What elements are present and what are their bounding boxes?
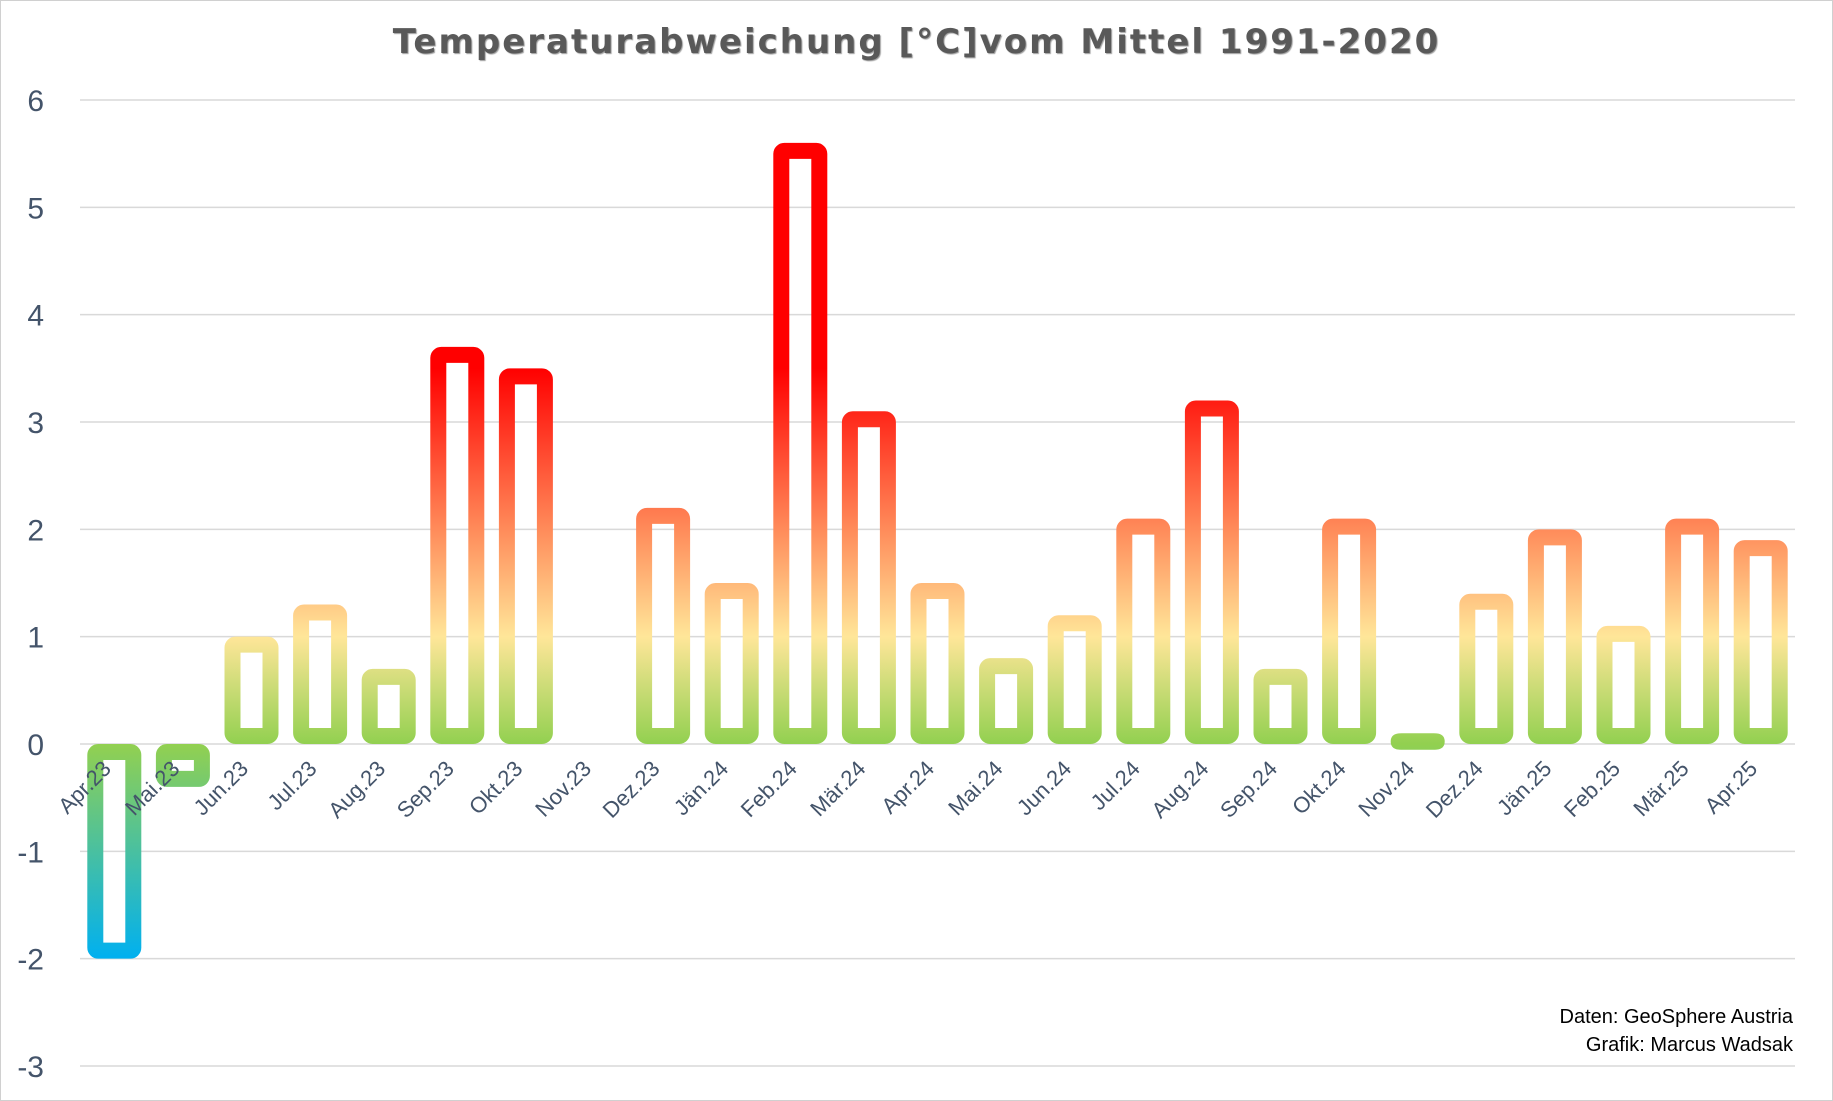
bar [910, 583, 965, 744]
bar [1047, 615, 1102, 745]
bar [1596, 625, 1651, 745]
y-tick-label: -2 [17, 944, 44, 977]
bar [293, 604, 348, 745]
y-tick-label: -1 [17, 836, 44, 869]
bar [1459, 593, 1514, 744]
bars [87, 142, 1788, 959]
x-tick-label: Mär.25 [1628, 756, 1693, 821]
x-tick-label: Apr.24 [876, 756, 939, 819]
x-tick-label: Feb.25 [1559, 756, 1625, 822]
x-tick-label: Sep.23 [392, 756, 459, 823]
x-tick-label: Nov.23 [530, 756, 596, 822]
bar [1322, 518, 1377, 744]
bar [224, 636, 279, 745]
bar [498, 368, 553, 744]
x-tick-label: Jän.24 [669, 756, 733, 820]
bar [1390, 733, 1445, 750]
bar [87, 744, 142, 959]
bar [636, 507, 691, 744]
x-tick-label: Jul.23 [262, 756, 321, 815]
chart-title: Temperaturabweichung [°C]vom Mittel 1991… [392, 22, 1441, 62]
y-tick-label: 5 [27, 192, 44, 225]
x-tick-label: Jän.25 [1492, 756, 1556, 820]
bar [979, 658, 1034, 745]
x-tick-label: Jun.24 [1012, 756, 1076, 820]
y-tick-label: 2 [27, 514, 44, 547]
x-tick-label: Apr.23 [53, 756, 116, 819]
x-tick-label: Aug.24 [1146, 756, 1213, 823]
y-tick-label: 0 [27, 729, 44, 762]
bar [1733, 540, 1788, 744]
x-tick-label: Jul.24 [1086, 756, 1145, 815]
bar [1527, 529, 1582, 744]
x-tick-label: Dez.24 [1421, 756, 1488, 823]
bar [841, 411, 896, 744]
x-tick-label: Mär.24 [805, 756, 870, 821]
graphic-author-credit: Grafik: Marcus Wadsak [1585, 1034, 1793, 1056]
x-tick-label: Apr.25 [1700, 756, 1763, 819]
bar [1116, 518, 1171, 744]
y-tick-label: 3 [27, 407, 44, 440]
x-tick-label: Okt.24 [1287, 756, 1351, 820]
data-source-credit: Daten: GeoSphere Austria [1559, 1006, 1793, 1028]
bar [773, 142, 828, 744]
x-tick-label: Aug.23 [323, 756, 390, 823]
x-tick-label: Dez.23 [598, 756, 665, 823]
y-tick-label: -3 [17, 1051, 44, 1084]
x-tick-label: Mai.24 [943, 756, 1007, 820]
y-tick-label: 6 [27, 85, 44, 118]
x-tick-label: Nov.24 [1353, 756, 1419, 822]
x-tick-label: Sep.24 [1215, 756, 1282, 823]
bar [155, 744, 210, 787]
x-tick-label: Feb.24 [736, 756, 802, 822]
x-tick-label: Okt.23 [464, 756, 528, 820]
y-tick-label: 4 [27, 300, 44, 333]
y-tick-label: 1 [27, 622, 44, 655]
x-axis: Apr.23 Mai.23 Jun.23 Jul.23 Aug.23 Sep.23 Okt.… [53, 756, 1762, 823]
bar [1665, 518, 1720, 744]
bar [430, 346, 485, 744]
bar [1253, 668, 1308, 744]
bar [361, 668, 416, 744]
y-axis: 6 5 4 3 2 1 0 -1 -2 -3 [17, 85, 44, 1084]
bar [1184, 400, 1239, 744]
bar [704, 583, 759, 744]
